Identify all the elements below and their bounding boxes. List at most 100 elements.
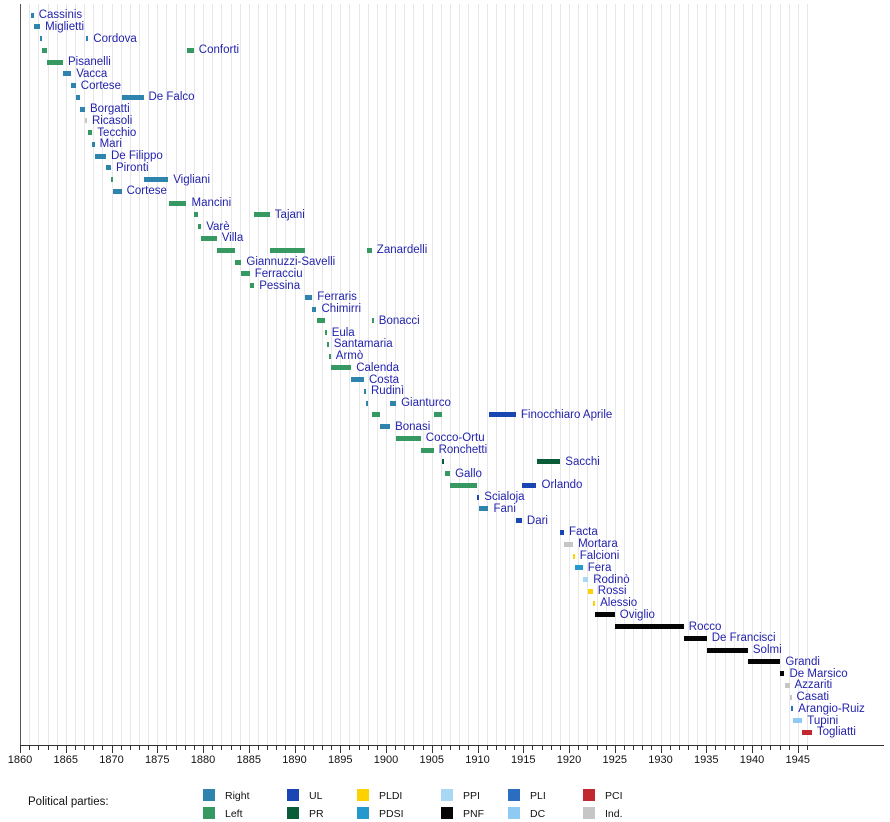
term-bar xyxy=(41,47,47,53)
minister-label: Conforti xyxy=(198,44,240,57)
gridline-1917 xyxy=(541,4,543,745)
term-bar xyxy=(364,388,366,394)
gridline-1873 xyxy=(138,4,140,745)
legend-swatch-DC xyxy=(508,807,520,819)
axis-tick-label: 1915 xyxy=(511,754,536,766)
axis-major-tick xyxy=(248,746,250,753)
gridline-1879 xyxy=(193,4,195,745)
axis-minor-tick xyxy=(505,746,506,750)
term-bar xyxy=(560,529,564,535)
axis-minor-tick xyxy=(486,746,488,750)
axis-minor-tick xyxy=(633,746,635,750)
legend-label-UL: UL xyxy=(309,790,323,802)
term-bar xyxy=(121,94,144,100)
gridline-1946 xyxy=(806,4,808,745)
axis-minor-tick xyxy=(376,746,378,750)
minister-label: Grandi xyxy=(785,655,820,668)
term-bar xyxy=(521,482,537,488)
axis-minor-tick xyxy=(770,746,772,750)
axis-major-tick xyxy=(20,746,21,753)
axis-minor-tick xyxy=(724,746,726,750)
axis-minor-tick xyxy=(678,746,680,750)
axis-minor-tick xyxy=(303,746,305,750)
legend-swatch-PDSI xyxy=(357,807,369,819)
gridline-1866 xyxy=(74,4,76,745)
gridline-1871 xyxy=(120,4,122,745)
gridline-1884 xyxy=(239,4,241,745)
minister-label: Pisanelli xyxy=(68,56,111,68)
gridline-1943 xyxy=(779,4,781,745)
minister-label: De Francisci xyxy=(711,632,776,645)
axis-tick-label: 1905 xyxy=(419,754,445,766)
axis-minor-tick xyxy=(358,746,360,750)
gridline-1874 xyxy=(148,4,150,745)
term-bar xyxy=(312,306,317,312)
term-bar xyxy=(380,424,391,430)
minister-label: Sacchi xyxy=(565,455,600,468)
axis-minor-tick xyxy=(47,746,49,750)
gridline-1914 xyxy=(514,4,516,745)
minister-label: De Marsico xyxy=(789,667,848,680)
axis-minor-tick xyxy=(285,746,287,750)
minister-label: Armò xyxy=(335,350,364,362)
minister-label: Oviglio xyxy=(619,608,655,621)
term-bar xyxy=(112,188,122,194)
gridline-1911 xyxy=(486,4,488,745)
minister-label: Bonasi xyxy=(395,420,431,433)
axis-minor-tick xyxy=(331,746,333,750)
axis-minor-tick xyxy=(559,746,561,750)
gridline-1925 xyxy=(614,4,616,745)
legend-swatch-PLI xyxy=(508,789,520,801)
minister-label: Pessina xyxy=(259,279,301,292)
minister-label: Cassinis xyxy=(38,9,83,21)
axis-tick-label: 1940 xyxy=(739,754,765,766)
axis-minor-tick xyxy=(349,746,351,750)
minister-label: Casati xyxy=(796,691,830,704)
term-bar xyxy=(216,247,235,253)
minister-label: Cortese xyxy=(126,185,167,198)
axis-tick-label: 1895 xyxy=(328,754,353,766)
term-bar xyxy=(193,212,199,218)
axis-minor-tick xyxy=(587,746,589,750)
axis-minor-tick xyxy=(669,746,671,750)
gridline-1938 xyxy=(733,4,735,745)
gridline-1888 xyxy=(276,4,278,745)
legend-label-PDSI: PDSI xyxy=(379,808,404,820)
term-bar xyxy=(450,482,477,488)
minister-label: Santamaria xyxy=(333,338,393,351)
axis-minor-tick xyxy=(651,746,653,750)
gridline-1864 xyxy=(56,4,58,745)
axis-minor-tick xyxy=(541,746,543,750)
gridline-1875 xyxy=(157,4,159,745)
axis-minor-tick xyxy=(239,746,241,750)
term-bar xyxy=(444,471,451,477)
minister-label: Dari xyxy=(526,514,548,527)
axis-minor-tick xyxy=(495,746,497,750)
term-bar xyxy=(365,400,368,406)
term-bar xyxy=(515,518,522,524)
axis-major-tick xyxy=(294,746,296,753)
axis-tick-label: 1925 xyxy=(602,754,628,766)
legend-swatch-Right xyxy=(203,789,215,801)
x-axis: 1860 1865 1870 1875 1880 1885 1890 1895 1900 1905… xyxy=(8,745,884,766)
minister-label: Mari xyxy=(99,138,122,151)
axis-minor-tick xyxy=(413,746,415,750)
minister-label: Mancini xyxy=(191,197,232,210)
minister-label: Mortara xyxy=(578,538,618,551)
axis-minor-tick xyxy=(468,746,470,750)
axis-tick-label: 1930 xyxy=(648,754,673,766)
gridline-1916 xyxy=(532,4,534,745)
gridline-1918 xyxy=(550,4,552,745)
legend-swatch-PLDI xyxy=(357,789,369,801)
axis-tick-label: 1935 xyxy=(694,754,719,766)
minister-label: Ricasoli xyxy=(92,114,133,127)
gridline-1872 xyxy=(129,4,131,745)
minister-label: Fani xyxy=(493,502,516,515)
gridline-1885 xyxy=(248,4,250,745)
minister-label: Fera xyxy=(587,561,612,574)
gridline-1932 xyxy=(678,4,680,745)
axis-minor-tick xyxy=(212,746,214,750)
legend-title: Political parties: xyxy=(28,796,109,808)
legend-swatch-Ind xyxy=(583,807,595,819)
